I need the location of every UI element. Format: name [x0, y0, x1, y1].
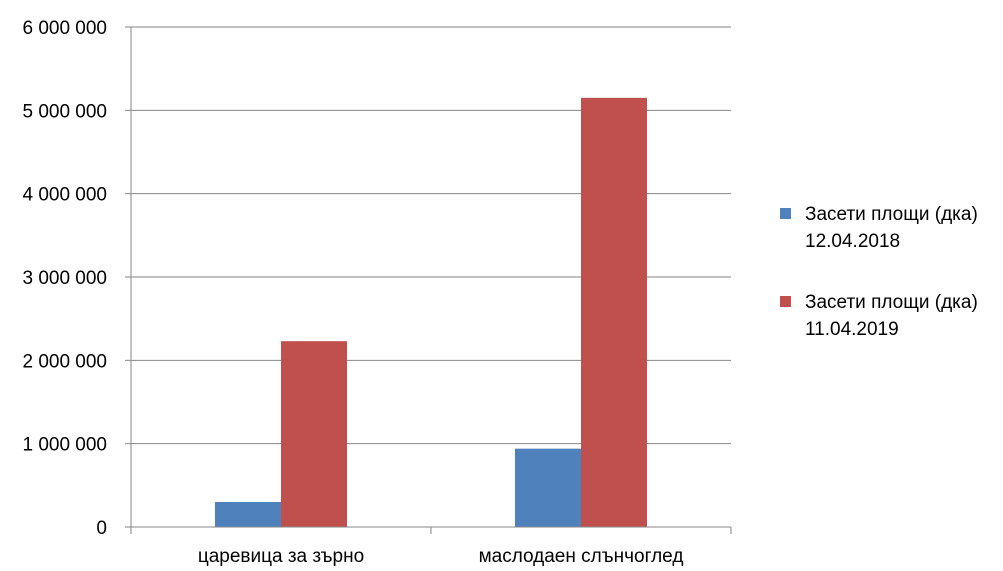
x-axis-category-labels: царевица за зърно маслодаен слънчоглед	[198, 546, 684, 567]
y-axis-tick-labels: 0 1 000 000 2 000 000 3 000 000 4 000 000 5 0…	[22, 18, 131, 539]
bar-series-1-category-1	[215, 502, 281, 527]
x-category-label: маслодаен слънчоглед	[479, 546, 684, 567]
legend-swatch	[780, 208, 791, 219]
y-tick-label: 3 000 000	[22, 268, 107, 289]
legend-label: 12.04.2018	[805, 231, 900, 252]
y-tick-label: 4 000 000	[22, 185, 107, 206]
y-tick-label: 1 000 000	[22, 435, 107, 456]
y-tick-label: 2 000 000	[22, 351, 107, 372]
bar-series-1-category-2	[515, 448, 581, 527]
legend-label: 11.04.2019	[805, 319, 899, 340]
bars	[215, 97, 647, 527]
axes	[130, 27, 732, 534]
legend-label: Засети площи (дка)	[805, 204, 978, 225]
y-tick-label: 5 000 000	[22, 101, 107, 122]
bar-series-2-category-1	[281, 341, 347, 527]
x-category-label: царевица за зърно	[198, 546, 364, 567]
legend-label: Засети площи (дка)	[805, 292, 978, 313]
y-tick-label: 0	[96, 518, 107, 539]
bar-series-2-category-2	[581, 97, 647, 527]
legend-swatch	[780, 296, 791, 307]
y-tick-label: 6 000 000	[22, 18, 107, 39]
legend: Засети площи (дка) 12.04.2018 Засети площи…	[780, 204, 978, 340]
